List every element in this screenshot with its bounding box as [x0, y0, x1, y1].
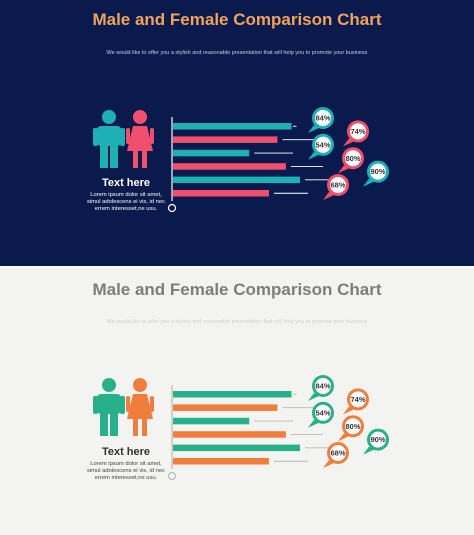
bar-chart: 84% 74% 54% 80% 90% 68%: [167, 375, 389, 481]
slide-dark: Male and Female Comparison Chart We woul…: [0, 0, 474, 266]
bar-female: [173, 458, 269, 465]
value-label: 80%: [345, 422, 360, 431]
bar-male: [173, 391, 292, 398]
slide-subtitle: We would like to offer you a stylish and…: [106, 50, 368, 56]
bar-male: [173, 417, 250, 425]
slide-subtitle: We would like to offer you a stylish and…: [106, 319, 368, 325]
people-figures: [93, 378, 154, 436]
comparison-chart: 84% 74% 54% 80% 90% 68%: [93, 375, 389, 481]
value-label: 54%: [315, 408, 330, 417]
value-marker: 54%: [308, 401, 334, 428]
value-label: 74%: [350, 127, 365, 136]
bar-male: [173, 176, 300, 184]
value-marker: 90%: [363, 428, 389, 455]
male-icon: [93, 378, 125, 436]
value-label: 68%: [330, 181, 345, 190]
slide-title: Male and Female Comparison Chart: [92, 10, 382, 29]
text-heading: Text here: [101, 177, 151, 189]
bar-chart: 84% 74% 54% 80% 90% 68%: [167, 107, 389, 213]
bar-female: [173, 404, 278, 411]
bar-female: [173, 190, 269, 197]
value-label: 90%: [370, 167, 385, 176]
value-label: 68%: [330, 449, 345, 458]
value-label: 84%: [315, 382, 330, 391]
female-icon: [126, 110, 154, 168]
comparison-chart: 84% 74% 54% 80% 90% 68%: [93, 107, 389, 213]
people-figures: [93, 110, 154, 168]
value-marker: 80%: [338, 147, 364, 174]
value-marker: 90%: [363, 160, 389, 187]
value-marker: 54%: [308, 133, 334, 160]
value-marker: 84%: [308, 375, 334, 401]
value-marker: 74%: [343, 120, 369, 147]
axis-end-marker: [167, 471, 177, 481]
bar-male: [173, 444, 300, 452]
axis-end-marker: [167, 203, 177, 213]
bar-male: [173, 123, 292, 130]
female-icon: [126, 378, 154, 436]
slide-title: Male and Female Comparison Chart: [92, 280, 382, 299]
value-label: 80%: [345, 154, 360, 163]
value-label: 90%: [370, 435, 385, 444]
value-marker: 80%: [338, 415, 364, 442]
text-heading: Text here: [101, 446, 151, 458]
value-label: 54%: [315, 140, 330, 149]
bar-male: [173, 149, 250, 157]
value-marker: 68%: [323, 174, 349, 200]
text-body: Lorem ipsum dolor sit amet, simul adoles…: [87, 461, 165, 481]
slide-divider: [0, 266, 474, 268]
value-label: 84%: [315, 114, 330, 123]
text-body: Lorem ipsum dolor sit amet, simul adoles…: [87, 192, 165, 212]
bar-female: [173, 136, 278, 143]
value-marker: 74%: [343, 388, 369, 415]
male-icon: [93, 110, 125, 168]
bar-female: [173, 431, 286, 438]
slide-light: Male and Female Comparison Chart We woul…: [0, 268, 474, 535]
value-label: 74%: [350, 395, 365, 404]
bar-female: [173, 163, 286, 170]
value-marker: 68%: [323, 442, 349, 468]
value-marker: 84%: [308, 107, 334, 133]
